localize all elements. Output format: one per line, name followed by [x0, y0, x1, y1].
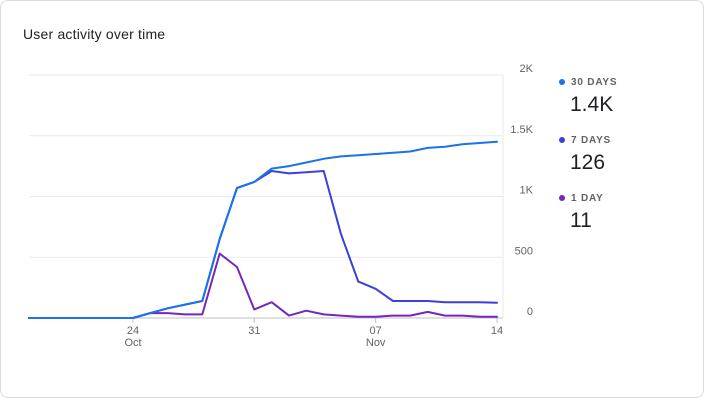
series-line-7-days[interactable]	[28, 170, 498, 319]
y-tick-label: 500	[515, 245, 533, 257]
legend-value: 126	[570, 151, 606, 174]
y-tick-label: 2K	[520, 63, 534, 75]
legend-item-7-days[interactable]: 7 DAYS 126	[559, 133, 689, 177]
x-tick-sublabel: Nov	[366, 337, 386, 349]
legend-value: 11	[570, 209, 592, 232]
x-tick-label: 24	[127, 325, 139, 337]
legend-label: 30 DAYS	[571, 76, 618, 88]
y-tick-label: 0	[527, 306, 533, 318]
grid-lines	[29, 74, 504, 319]
legend-item-1-day[interactable]: 1 DAY 11	[559, 191, 689, 235]
legend-item-30-days[interactable]: 30 DAYS 1.4K	[559, 75, 689, 119]
x-tick-sublabel: Oct	[124, 337, 141, 349]
y-axis: 0 500 1K 1.5K 2K	[510, 63, 533, 318]
x-tick-label: 14	[491, 325, 503, 337]
legend: 30 DAYS 1.4K 7 DAYS 126 1 DAY 11	[559, 75, 689, 249]
legend-dot-icon	[559, 137, 565, 143]
x-tick-label: 07	[370, 325, 382, 337]
card-title: User activity over time	[23, 26, 166, 42]
series-lines	[28, 140, 498, 319]
legend-dot-icon	[559, 79, 565, 85]
legend-label: 1 DAY	[571, 192, 604, 204]
x-tick-label: 31	[248, 325, 260, 337]
series-line-1-day[interactable]	[28, 252, 498, 319]
y-tick-label: 1.5K	[510, 124, 533, 136]
legend-label: 7 DAYS	[571, 134, 612, 146]
y-tick-label: 1K	[520, 185, 534, 197]
legend-value: 1.4K	[570, 93, 614, 116]
legend-dot-icon	[559, 195, 565, 201]
series-line-30-days[interactable]	[28, 140, 498, 319]
